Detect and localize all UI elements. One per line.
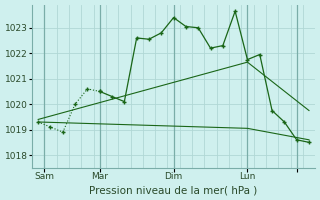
- X-axis label: Pression niveau de la mer( hPa ): Pression niveau de la mer( hPa ): [90, 185, 258, 195]
